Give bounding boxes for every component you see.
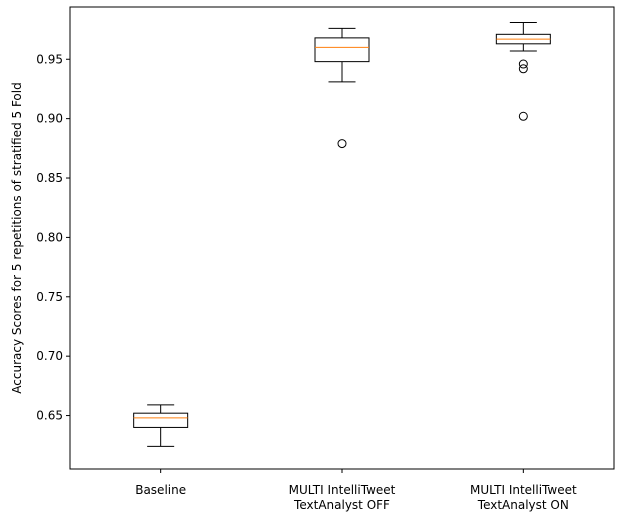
outlier-point [337,139,347,149]
y-axis: 0.65 0.70 0.75 0.80 0.85 0.90 0.95 [36,52,70,423]
box-group [495,21,551,121]
y-tick-label: 0.80 [36,230,63,244]
y-tick-label: 0.75 [36,290,63,304]
y-tick-label: 0.90 [36,112,63,126]
box-group [314,27,370,149]
plot-frame [69,6,615,470]
y-tick-label: 0.70 [36,349,63,363]
box-iqr [133,412,189,428]
x-tick-label: MULTI IntelliTweet TextAnalyst OFF [289,483,396,512]
y-tick-label: 0.85 [36,171,63,185]
outlier-point [518,64,528,74]
outlier-point [518,59,528,69]
x-axis: Baseline MULTI IntelliTweet TextAnalyst OF… [135,469,577,512]
boxes-layer [133,21,551,447]
box-group [133,404,189,447]
x-tick-label: Baseline [135,483,186,497]
box-iqr [314,37,370,63]
plot-area [70,7,614,469]
y-tick-label: 0.95 [36,52,63,66]
y-tick-label: 0.65 [36,409,63,423]
outlier-point [518,111,528,121]
y-axis-label: Accuracy Scores for 5 repetitions of str… [10,82,24,393]
x-tick-label: MULTI IntelliTweet TextAnalyst ON [470,483,577,512]
